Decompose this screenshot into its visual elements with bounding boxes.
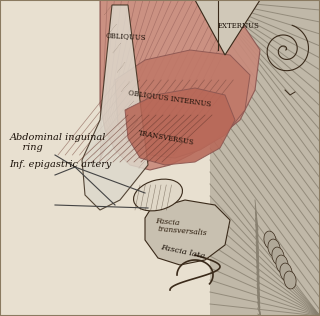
Polygon shape <box>145 200 230 265</box>
Polygon shape <box>82 5 148 210</box>
Polygon shape <box>100 0 260 170</box>
Text: OBLIQUUS: OBLIQUUS <box>106 32 147 42</box>
Ellipse shape <box>284 271 296 289</box>
Text: Fascia: Fascia <box>155 217 180 227</box>
Polygon shape <box>125 88 235 165</box>
Ellipse shape <box>276 255 288 273</box>
Polygon shape <box>115 50 250 158</box>
Text: Inf. epigastric artery: Inf. epigastric artery <box>10 160 112 168</box>
Text: TRANSVERSUS: TRANSVERSUS <box>138 130 195 147</box>
Text: OBLIQUUS INTERNUS: OBLIQUUS INTERNUS <box>128 88 212 108</box>
Ellipse shape <box>133 179 182 211</box>
Polygon shape <box>210 0 320 316</box>
Ellipse shape <box>272 247 284 265</box>
Ellipse shape <box>280 263 292 281</box>
Ellipse shape <box>268 239 280 257</box>
Polygon shape <box>195 0 260 55</box>
Text: Abdominal inguinal
    ring: Abdominal inguinal ring <box>10 133 106 152</box>
Text: EXTERNUS: EXTERNUS <box>218 22 260 30</box>
Ellipse shape <box>264 231 276 249</box>
Text: transversalis: transversalis <box>157 225 207 237</box>
Text: Fascia lata: Fascia lata <box>160 243 206 261</box>
